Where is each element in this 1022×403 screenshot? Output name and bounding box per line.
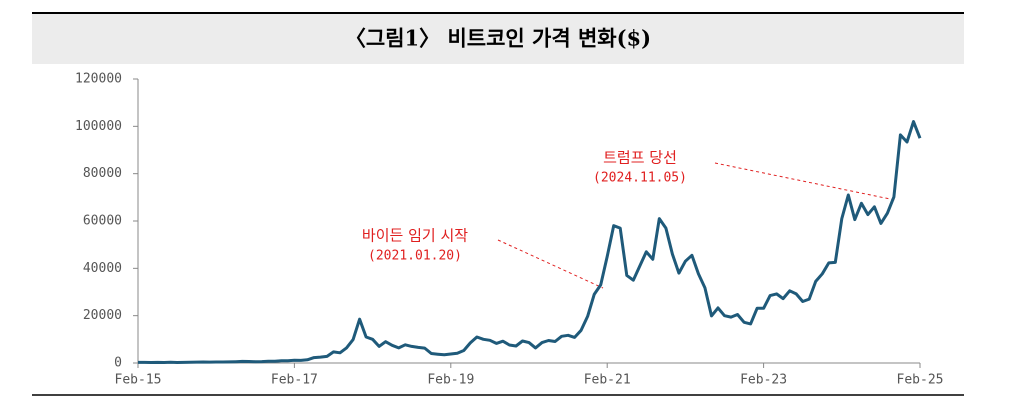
x-tick-label: Feb-25 — [897, 373, 944, 388]
x-tick-label: Feb-23 — [740, 373, 787, 388]
annotation-leader — [714, 162, 896, 201]
y-tick-label: 80000 — [83, 166, 122, 181]
chart-title: 〈그림1〉 비트코인 가격 변화($) — [345, 26, 651, 51]
annotation-leader — [497, 239, 604, 289]
y-tick-label: 100000 — [75, 119, 122, 134]
y-tick-label: 60000 — [83, 214, 122, 229]
price-line — [138, 120, 922, 364]
x-tick-label: Feb-21 — [584, 373, 631, 388]
x-tick-label: Feb-19 — [427, 373, 474, 388]
title-band — [32, 14, 964, 64]
y-tick-label: 0 — [114, 356, 122, 371]
y-tick-label: 20000 — [83, 308, 122, 323]
annotation: 트럼프 당선 — [603, 149, 677, 167]
x-tick-label: Feb-15 — [115, 373, 162, 388]
y-tick-label: 120000 — [75, 72, 122, 87]
annotation-date: (2021.01.20) — [368, 249, 462, 264]
y-tick-label: 40000 — [83, 261, 122, 276]
annotation: 바이든 임기 시작 — [362, 227, 468, 245]
x-tick-label: Feb-17 — [271, 373, 318, 388]
annotation-date: (2024.11.05) — [593, 171, 687, 186]
